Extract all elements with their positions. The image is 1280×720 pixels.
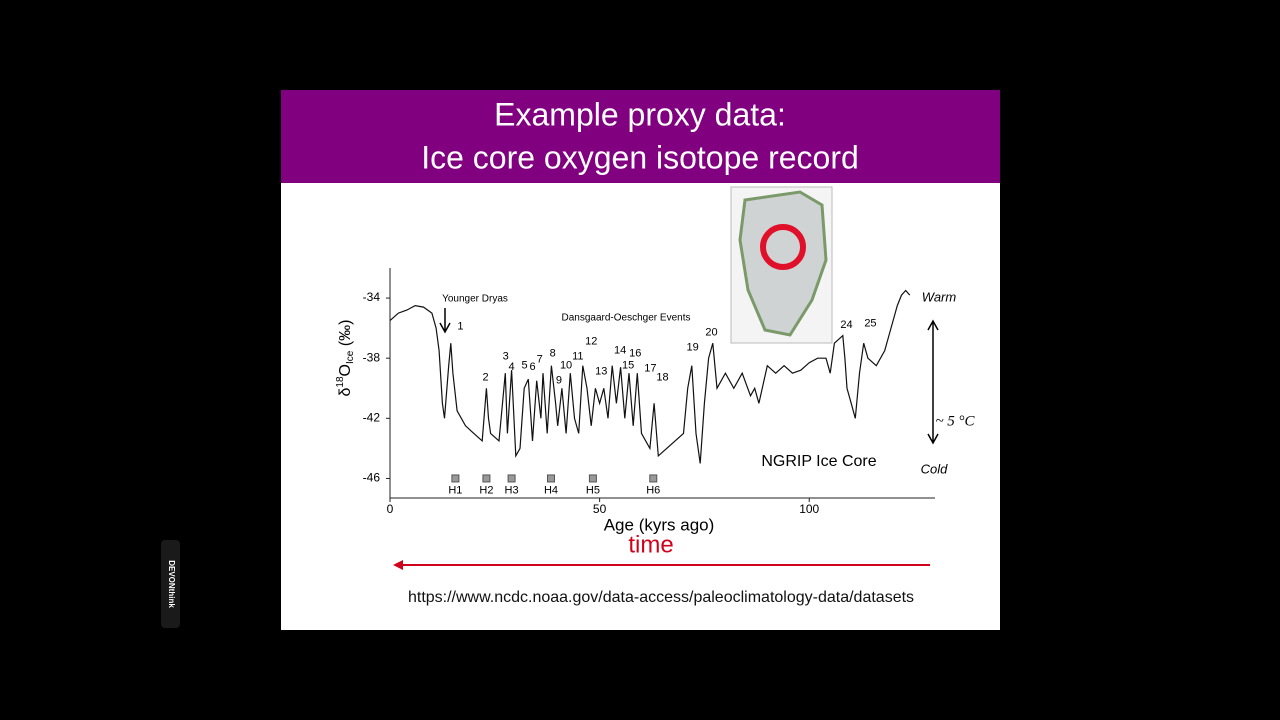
- sidebar[interactable]: [161, 540, 180, 628]
- heinrich-marker: [546, 474, 555, 483]
- event-label: 24: [840, 319, 852, 331]
- heinrich-marker: [649, 474, 658, 483]
- event-label: 16: [629, 348, 641, 360]
- heinrich-label: H3: [505, 484, 519, 496]
- range-arrow: [927, 319, 939, 445]
- map-marker: [760, 224, 806, 270]
- event-label: 5: [522, 360, 528, 372]
- x-tick-label: 0: [387, 502, 394, 516]
- x-tick-label: 100: [799, 502, 819, 516]
- y-axis-label-part: Ice: [345, 350, 356, 364]
- source-url: https://www.ncdc.noaa.gov/data-access/pa…: [408, 589, 914, 606]
- heinrich-marker: [451, 474, 460, 483]
- event-label: 17: [644, 363, 656, 375]
- y-tick-label: -34: [363, 290, 381, 304]
- annotation: NGRIP Ice Core: [761, 453, 876, 470]
- event-label: 10: [560, 360, 572, 372]
- map-land: [738, 190, 828, 337]
- y-axis-label-part: O: [337, 364, 354, 376]
- arrow: [439, 308, 451, 334]
- heinrich-marker: [588, 474, 597, 483]
- sidebar-label: DEVONthink: [167, 560, 176, 608]
- heinrich-marker: [482, 474, 491, 483]
- event-label: 6: [529, 361, 535, 373]
- event-label: 11: [572, 351, 583, 363]
- x-tick-label: 50: [593, 502, 607, 516]
- event-label: 8: [550, 348, 556, 360]
- annotation: Warm: [922, 289, 957, 304]
- slide-title: Ice core oxygen isotope record: [421, 139, 859, 175]
- map-inset: [730, 186, 833, 344]
- heinrich-marker: [507, 474, 516, 483]
- annotation: Younger Dryas: [442, 294, 508, 305]
- event-label: 19: [687, 342, 699, 354]
- y-axis-label-part: (‰): [337, 320, 354, 351]
- y-tick-label: -46: [363, 471, 381, 485]
- y-axis-label-part: δ: [337, 387, 354, 396]
- event-label: 13: [595, 366, 607, 378]
- event-label: 9: [556, 375, 562, 387]
- annotation: Cold: [921, 461, 949, 476]
- heinrich-label: H5: [586, 484, 600, 496]
- slide-header: [281, 90, 1000, 183]
- heinrich-label: H4: [544, 484, 558, 496]
- event-label: 7: [537, 354, 543, 366]
- heinrich-label: H2: [479, 484, 493, 496]
- y-tick-label: -38: [363, 350, 381, 364]
- chart: -34 -38 -42 -46 0 50 100 Age (kyrs ago) δ18OIce …: [335, 268, 976, 534]
- y-axis-label: δ18OIce (‰): [335, 320, 356, 397]
- annotation: ~ 5 °C: [935, 413, 975, 429]
- event-label: 20: [705, 327, 717, 339]
- event-label: 3: [503, 351, 509, 363]
- y-tick-label: -42: [363, 410, 381, 424]
- slide-title: Example proxy data:: [494, 96, 786, 132]
- event-label: 1: [457, 321, 463, 333]
- heinrich-label: H1: [448, 484, 462, 496]
- heinrich-label: H6: [646, 484, 660, 496]
- event-label: 12: [585, 336, 597, 348]
- data-line: [389, 289, 911, 464]
- time-label: time: [628, 531, 673, 558]
- time-arrow-head: [393, 560, 403, 570]
- x-axis-label: Age (kyrs ago): [604, 515, 715, 534]
- event-label: 4: [509, 361, 515, 373]
- annotation: Dansgaard-Oeschger Events: [562, 313, 691, 324]
- event-label: 18: [656, 372, 668, 384]
- event-label: 25: [864, 318, 876, 330]
- event-label: 15: [622, 360, 634, 372]
- event-label: 2: [483, 372, 489, 384]
- event-label: 14: [614, 345, 626, 357]
- y-axis-label-part: 18: [335, 376, 346, 388]
